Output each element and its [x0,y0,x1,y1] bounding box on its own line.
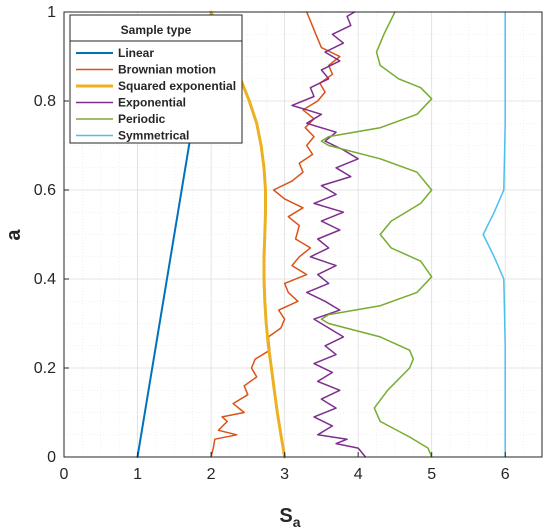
series-layer [136,10,506,459]
x-tick-label: 0 [60,466,69,483]
y-tick-label: 0 [47,449,56,466]
legend-item-squared-exponential: Squared exponential [76,79,236,93]
y-tick-label: 0.8 [34,93,56,110]
legend-label: Linear [118,46,154,60]
x-tick-label: 1 [133,466,142,483]
legend: Sample type Linear Brownian motion Squared… [69,14,243,144]
legend-label: Squared exponential [118,79,236,93]
legend-label: Exponential [118,96,186,110]
x-tick-label: 4 [354,466,363,483]
x-axis-label: Sa [279,505,300,530]
series-line-periodic [320,11,433,458]
legend-item-symmetrical: Symmetrical [76,129,189,143]
x-axis-label-main: S [279,505,292,527]
x-axis-label-subscript: a [293,514,301,530]
x-tick-label: 5 [427,466,436,483]
series-line-squared-exponential [209,10,287,459]
legend-title: Sample type [121,23,192,37]
legend-item-exponential: Exponential [76,96,186,110]
y-tick-label: 0.2 [34,360,56,377]
legend-item-brownian-motion: Brownian motion [76,63,216,77]
series-line-exponential [291,11,367,458]
x-axis-ticks: 0 1 2 3 4 5 6 [60,452,510,483]
legend-label: Symmetrical [118,129,189,143]
legend-box [69,14,243,144]
plot-frame [63,11,543,458]
y-tick-label: 0.4 [34,271,56,288]
series-line-symmetrical [482,11,506,458]
x-tick-label: 3 [280,466,289,483]
legend-label: Brownian motion [118,63,216,77]
x-tick-label: 2 [207,466,216,483]
y-tick-label: 1 [47,4,56,21]
legend-item-linear: Linear [76,46,154,60]
series-line-brownian-motion [210,11,341,458]
legend-item-periodic: Periodic [76,112,166,126]
legend-label: Periodic [118,112,166,126]
y-axis-ticks: 0 0.2 0.4 0.6 0.8 1 [34,4,69,466]
x-tick-label: 6 [501,466,510,483]
y-axis-label: a [3,229,25,241]
legend-items: Linear Brownian motion Squared exponential… [76,46,236,143]
y-tick-label: 0.6 [34,182,56,199]
